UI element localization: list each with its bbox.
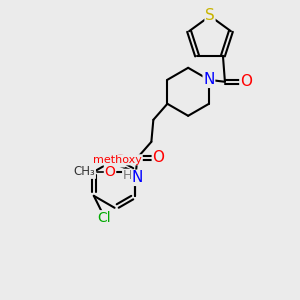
Text: S: S [205, 8, 215, 23]
Text: Cl: Cl [97, 211, 111, 225]
Text: H: H [123, 169, 132, 182]
Text: O: O [104, 165, 116, 179]
Text: O: O [152, 150, 164, 165]
Text: O: O [240, 74, 252, 89]
Text: CH₃: CH₃ [74, 165, 95, 178]
Text: N: N [203, 72, 214, 87]
Text: O: O [114, 153, 125, 167]
Text: methoxy: methoxy [93, 155, 142, 165]
Text: N: N [132, 170, 143, 185]
